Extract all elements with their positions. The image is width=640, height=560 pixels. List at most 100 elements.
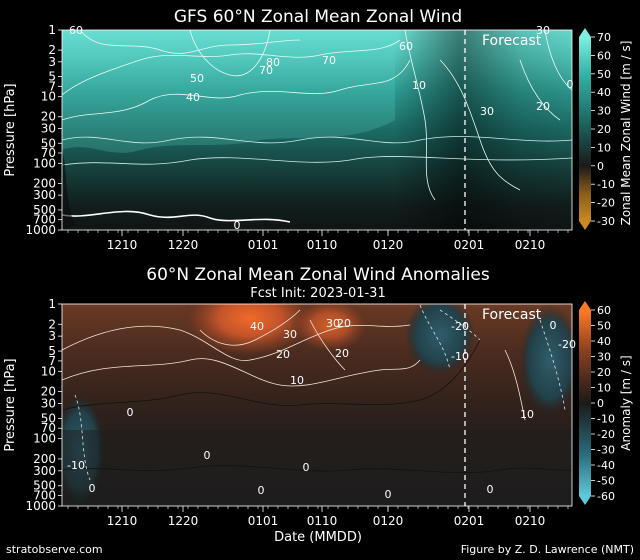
- colorbar-tick-label: 10: [597, 141, 611, 154]
- colorbar-tick-label: -20: [597, 428, 615, 441]
- contour-label: -20: [558, 338, 576, 351]
- x-tick-label: 1210: [107, 238, 138, 252]
- colorbar-tick-label: 50: [597, 68, 611, 81]
- contour-label: 0: [258, 484, 265, 497]
- y-tick-label: 200: [33, 452, 56, 466]
- colorbar-tick-label: 50: [597, 320, 611, 333]
- colorbar-tick-label: -10: [597, 413, 615, 426]
- panel-1-colorbar-top-arrow: [579, 28, 591, 37]
- panel-1-colorbar-bottom-arrow: [579, 221, 591, 230]
- x-tick-label: 0201: [454, 514, 485, 528]
- y-tick-label: 10: [41, 364, 56, 378]
- x-tick-label: 0210: [515, 238, 546, 252]
- contour-label: 10: [520, 408, 534, 421]
- colorbar-tick-label: 30: [597, 351, 611, 364]
- panel-2-colorbar-ticks: -60 -50 -40 -30 -20 -10 0 10 20 30 40 50 60: [591, 304, 615, 503]
- contour-label: -10: [451, 350, 469, 363]
- y-tick-label: 500: [33, 479, 56, 493]
- y-tick-label: 1: [48, 23, 56, 37]
- x-tick-label: 0110: [307, 238, 338, 252]
- y-tick-label: 30: [41, 121, 56, 135]
- contour-label: 20: [335, 347, 349, 360]
- contour-label: -20: [451, 320, 469, 333]
- colorbar-tick-label: -30: [597, 444, 615, 457]
- x-tick-label: 0101: [248, 238, 279, 252]
- y-tick-label: 500: [33, 203, 56, 217]
- y-tick-label: 20: [41, 110, 56, 124]
- y-tick-label: 5: [48, 344, 56, 358]
- contour-label: 0: [487, 483, 494, 496]
- panel-1: GFS 60°N Zonal Mean Zonal Wind Forecast …: [3, 7, 633, 252]
- y-tick-label: 300: [33, 464, 56, 478]
- y-tick-label: 50: [41, 411, 56, 425]
- y-tick-label: 1000: [25, 499, 56, 513]
- contour-label: 0: [204, 449, 211, 462]
- contour-label: 0: [567, 78, 574, 91]
- y-tick-label: 700: [33, 213, 56, 227]
- contour-label: 0: [303, 461, 310, 474]
- panel-1-colorbar: [579, 37, 591, 221]
- panel-2-colorbar-label: Anomaly [m / s]: [619, 355, 633, 450]
- panel-2-subtitle: Fcst Init: 2023-01-31: [250, 286, 385, 301]
- panel-1-field: [62, 30, 572, 230]
- colorbar-tick-label: -40: [597, 459, 615, 472]
- y-tick-label: 3: [48, 55, 56, 69]
- panel-2-colorbar-top-arrow: [579, 301, 591, 310]
- x-tick-label: 1220: [168, 514, 199, 528]
- colorbar-tick-label: 0: [597, 160, 604, 173]
- contour-label: 20: [536, 100, 550, 113]
- colorbar-tick-label: -20: [597, 197, 615, 210]
- contour-label: 50: [190, 72, 204, 85]
- colorbar-tick-label: 60: [597, 304, 611, 317]
- y-tick-label: 70: [41, 421, 56, 435]
- colorbar-tick-label: 30: [597, 105, 611, 118]
- y-tick-label: 700: [33, 489, 56, 503]
- colorbar-tick-label: 0: [597, 397, 604, 410]
- contour-label: 40: [250, 320, 264, 333]
- panel-2: 60°N Zonal Mean Zonal Wind Anomalies Fcs…: [3, 265, 633, 545]
- x-tick-label: 0120: [373, 238, 404, 252]
- colorbar-tick-label: -30: [597, 215, 615, 228]
- contour-label: 20: [337, 317, 351, 330]
- panel-1-forecast-label: Forecast: [482, 33, 542, 49]
- credit-left: stratobserve.com: [6, 543, 103, 556]
- y-tick-label: 3: [48, 329, 56, 343]
- panel-2-x-ticks: 1210 1220 0101 0110 0120 0201 0210: [67, 506, 569, 528]
- panel-2-title: 60°N Zonal Mean Zonal Wind Anomalies: [146, 265, 490, 285]
- x-tick-label: 1220: [168, 238, 199, 252]
- y-tick-label: 20: [41, 385, 56, 399]
- contour-label: -10: [67, 459, 85, 472]
- panel-1-title: GFS 60°N Zonal Mean Zonal Wind: [174, 7, 462, 27]
- contour-label: 0: [234, 219, 241, 232]
- panel-2-frame: [61, 303, 573, 507]
- contour-label: 40: [186, 91, 200, 104]
- x-tick-label: 0101: [248, 514, 279, 528]
- y-tick-label: 30: [41, 396, 56, 410]
- panel-2-colorbar-bottom-arrow: [579, 496, 591, 505]
- x-tick-label: 0120: [373, 514, 404, 528]
- colorbar-tick-label: -50: [597, 475, 615, 488]
- y-tick-label: 50: [41, 136, 56, 150]
- contour-label: 60: [399, 40, 413, 53]
- colorbar-tick-label: 60: [597, 49, 611, 62]
- panel-1-ylabel: Pressure [hPa]: [3, 83, 18, 176]
- colorbar-tick-label: -10: [597, 178, 615, 191]
- contour-label: 30: [283, 328, 297, 341]
- y-tick-label: 5: [48, 70, 56, 84]
- contour-label: 20: [276, 348, 290, 361]
- contour-label: 0: [127, 406, 134, 419]
- contour-label: 0: [385, 488, 392, 501]
- contour-label: 70: [322, 54, 336, 67]
- y-tick-label: 1: [48, 297, 56, 311]
- x-axis-label: Date (MMDD): [274, 530, 362, 545]
- y-tick-label: 1000: [25, 223, 56, 237]
- contour-label: 80: [266, 56, 280, 69]
- contour-label: 30: [536, 24, 550, 37]
- y-tick-label: 2: [48, 317, 56, 331]
- y-tick-label: 7: [48, 79, 56, 93]
- colorbar-tick-label: -60: [597, 490, 615, 503]
- colorbar-tick-label: 40: [597, 86, 611, 99]
